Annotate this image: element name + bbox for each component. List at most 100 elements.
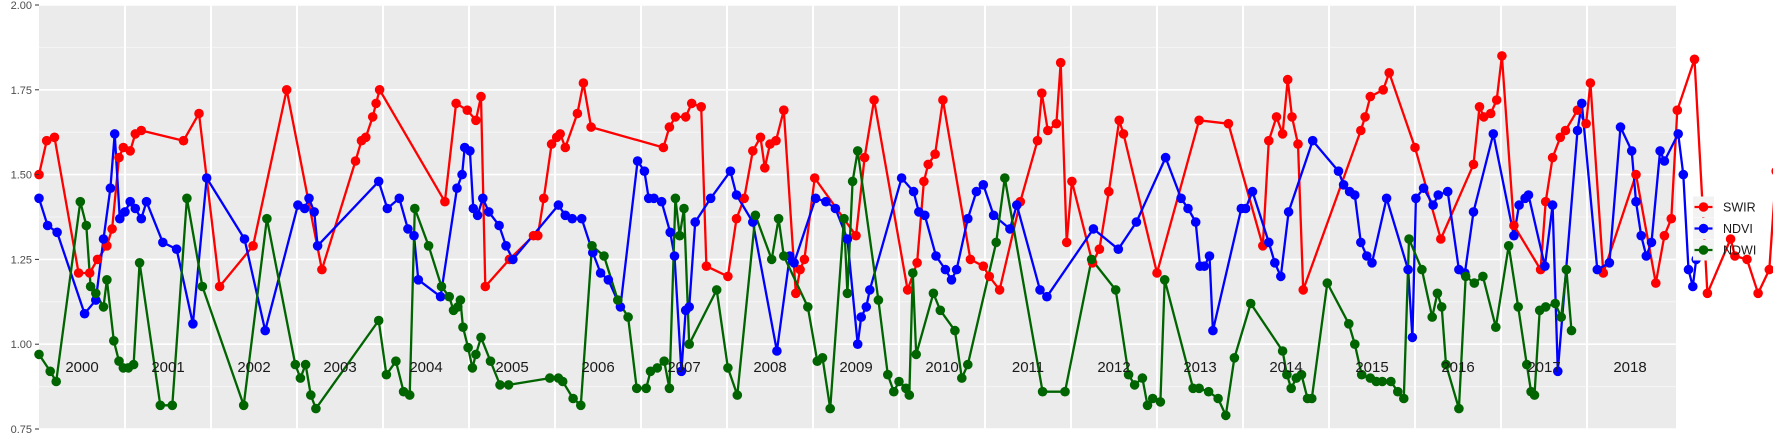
data-point-ndvi bbox=[1161, 153, 1171, 163]
data-point-swir bbox=[1651, 278, 1661, 288]
data-point-ndvi bbox=[395, 194, 405, 204]
data-point-swir bbox=[248, 241, 258, 251]
data-point-ndvi bbox=[732, 190, 742, 200]
data-point-ndwi bbox=[894, 377, 904, 387]
data-point-swir bbox=[179, 136, 189, 146]
data-point-ndwi bbox=[1344, 319, 1354, 329]
data-point-ndvi bbox=[260, 326, 270, 336]
data-point-swir bbox=[1486, 109, 1496, 119]
data-point-ndvi bbox=[1489, 129, 1499, 139]
data-point-ndvi bbox=[52, 228, 62, 238]
data-point-ndwi bbox=[45, 367, 55, 377]
data-point-ndvi bbox=[501, 241, 511, 251]
data-point-ndvi bbox=[1089, 224, 1099, 234]
data-point-ndwi bbox=[1399, 394, 1409, 404]
data-point-ndwi bbox=[839, 214, 849, 224]
data-point-ndwi bbox=[568, 394, 578, 404]
data-point-ndvi bbox=[383, 204, 393, 214]
data-point-swir bbox=[555, 129, 565, 139]
data-point-swir bbox=[869, 95, 879, 105]
data-point-ndvi bbox=[952, 265, 962, 275]
data-point-ndvi bbox=[1132, 217, 1142, 227]
data-point-ndwi bbox=[405, 390, 415, 400]
data-point-swir bbox=[1043, 126, 1053, 136]
data-point-ndwi bbox=[1550, 299, 1560, 309]
data-point-ndvi bbox=[1191, 217, 1201, 227]
data-point-ndwi bbox=[1286, 384, 1296, 394]
data-point-swir bbox=[1194, 116, 1204, 126]
data-point-ndvi bbox=[1673, 129, 1683, 139]
data-point-swir bbox=[371, 99, 381, 109]
data-point-ndvi bbox=[1688, 282, 1698, 292]
data-point-swir bbox=[659, 143, 669, 153]
data-point-ndwi bbox=[1323, 278, 1333, 288]
data-point-ndvi bbox=[1356, 238, 1366, 248]
data-point-ndwi bbox=[576, 401, 586, 411]
data-point-ndwi bbox=[1562, 265, 1572, 275]
data-point-ndvi bbox=[1248, 187, 1258, 197]
data-point-ndvi bbox=[1403, 265, 1413, 275]
data-point-ndvi bbox=[979, 180, 989, 190]
data-point-ndwi bbox=[1470, 278, 1480, 288]
data-point-swir bbox=[573, 109, 583, 119]
data-point-ndwi bbox=[1404, 234, 1414, 244]
data-point-ndwi bbox=[1461, 272, 1471, 282]
data-point-ndwi bbox=[723, 363, 733, 373]
data-point-ndwi bbox=[99, 302, 109, 312]
data-point-swir bbox=[732, 214, 742, 224]
data-point-ndvi bbox=[309, 207, 319, 217]
data-point-ndvi bbox=[80, 309, 90, 319]
data-point-ndvi bbox=[1540, 261, 1550, 271]
data-point-ndwi bbox=[1230, 353, 1240, 363]
data-point-swir bbox=[368, 112, 378, 122]
data-point-ndwi bbox=[779, 251, 789, 261]
data-point-swir bbox=[1293, 139, 1303, 149]
data-point-swir bbox=[1114, 116, 1124, 126]
data-point-ndwi bbox=[1478, 272, 1488, 282]
data-point-ndvi bbox=[436, 292, 446, 302]
year-label: 2008 bbox=[753, 359, 786, 376]
data-point-swir bbox=[919, 177, 929, 187]
data-point-ndwi bbox=[950, 326, 960, 336]
data-point-ndvi bbox=[972, 187, 982, 197]
data-point-swir bbox=[1062, 238, 1072, 248]
data-point-ndvi bbox=[856, 312, 866, 322]
data-point-ndvi bbox=[831, 204, 841, 214]
data-point-ndvi bbox=[1276, 272, 1286, 282]
year-label: 2011 bbox=[1012, 359, 1044, 376]
data-point-ndwi bbox=[1138, 373, 1148, 383]
data-point-ndwi bbox=[1087, 255, 1097, 265]
data-point-ndvi bbox=[1660, 156, 1670, 166]
data-point-ndwi bbox=[1194, 384, 1204, 394]
data-point-swir bbox=[1152, 268, 1162, 278]
data-point-ndwi bbox=[963, 360, 973, 370]
legend-key-point-ndvi bbox=[1699, 224, 1709, 234]
data-point-ndvi bbox=[865, 285, 875, 295]
data-point-swir bbox=[1264, 136, 1274, 146]
y-tick-label: 1.75 bbox=[11, 85, 32, 97]
data-point-swir bbox=[966, 255, 976, 265]
data-point-ndvi bbox=[414, 275, 424, 285]
data-point-ndvi bbox=[1284, 207, 1294, 217]
data-point-ndwi bbox=[1130, 380, 1140, 390]
data-point-ndvi bbox=[567, 214, 577, 224]
data-point-ndvi bbox=[300, 204, 310, 214]
y-tick-label: 0.75 bbox=[11, 424, 32, 436]
data-point-ndvi bbox=[106, 183, 116, 193]
data-point-ndwi bbox=[558, 377, 568, 387]
data-point-swir bbox=[539, 194, 549, 204]
data-point-ndwi bbox=[733, 390, 743, 400]
data-point-ndwi bbox=[444, 292, 454, 302]
data-point-swir bbox=[1283, 75, 1293, 85]
data-point-ndwi bbox=[91, 289, 101, 299]
data-point-ndvi bbox=[897, 173, 907, 183]
data-point-swir bbox=[1581, 119, 1591, 129]
data-point-ndvi bbox=[1205, 251, 1215, 261]
data-point-ndvi bbox=[690, 217, 700, 227]
data-point-ndvi bbox=[1655, 146, 1665, 156]
data-point-ndvi bbox=[1264, 238, 1274, 248]
year-label: 2017 bbox=[1527, 359, 1560, 376]
data-point-swir bbox=[985, 272, 995, 282]
data-point-swir bbox=[85, 268, 95, 278]
data-point-ndwi bbox=[1504, 241, 1514, 251]
